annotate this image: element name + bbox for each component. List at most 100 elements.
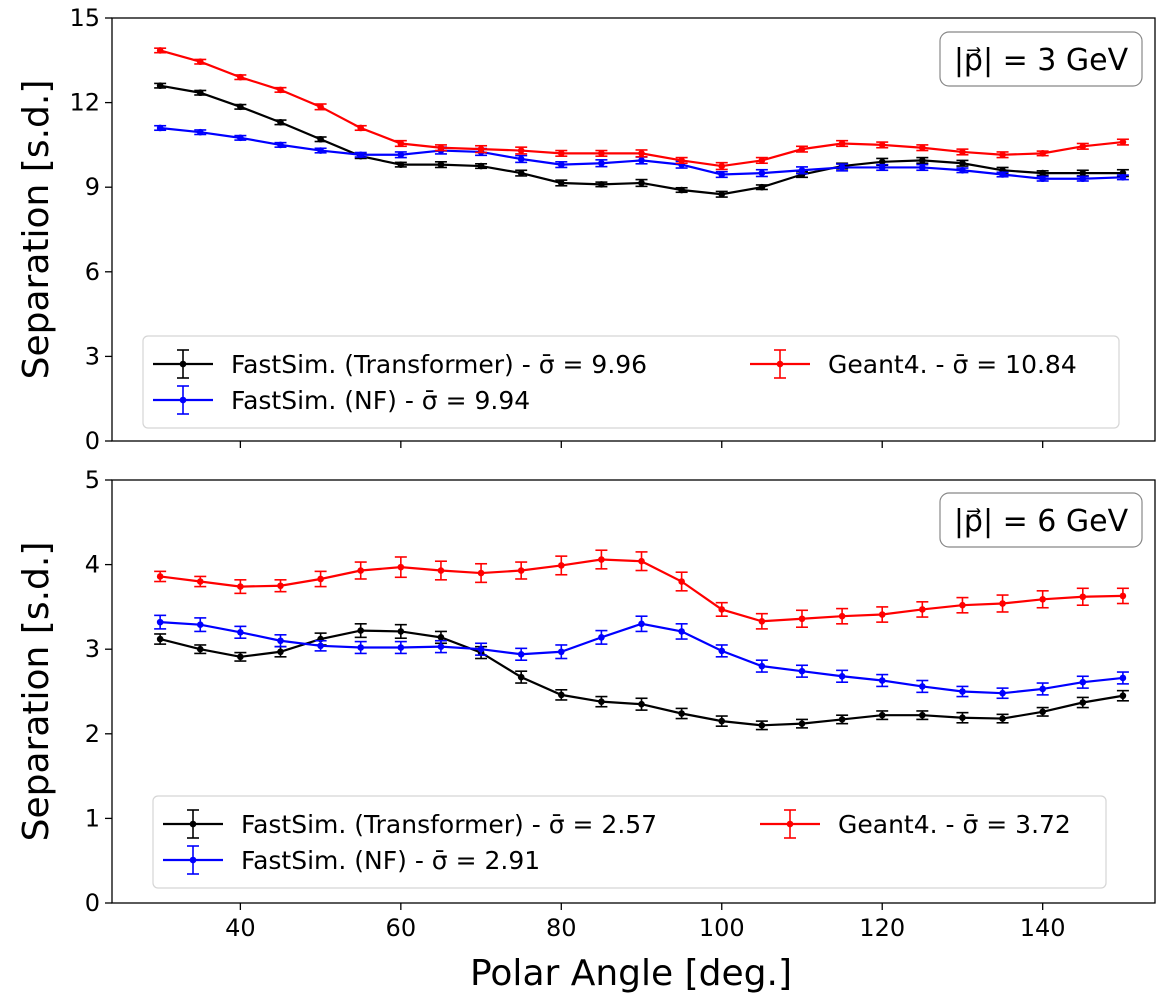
data-point xyxy=(638,179,645,187)
data-point xyxy=(1039,150,1046,157)
data-point xyxy=(357,627,365,634)
x-tick-label: 80 xyxy=(546,914,577,942)
data-point xyxy=(437,634,445,641)
data-point xyxy=(317,103,324,111)
data-point xyxy=(357,151,365,159)
data-point xyxy=(317,642,324,650)
data-point xyxy=(999,715,1006,722)
legend-label: FastSim. (Transformer) - σ̄ = 9.96 xyxy=(231,350,647,379)
data-point xyxy=(919,606,926,613)
data-point xyxy=(718,171,726,178)
data-point xyxy=(156,47,164,54)
data-point xyxy=(237,583,244,590)
data-point xyxy=(638,700,645,708)
data-point xyxy=(237,628,244,636)
data-point xyxy=(878,141,886,149)
data-point xyxy=(477,645,485,653)
data-point xyxy=(878,164,886,171)
legend-marker xyxy=(786,820,794,828)
y-tick-label: 3 xyxy=(85,635,100,663)
data-point xyxy=(1119,138,1127,146)
data-point xyxy=(1079,593,1087,601)
legend-label: FastSim. (Transformer) - σ̄ = 2.57 xyxy=(241,810,657,839)
data-point xyxy=(878,677,886,684)
data-point xyxy=(959,714,966,722)
data-point xyxy=(277,648,284,656)
annotation-box xyxy=(939,492,1143,548)
annotation-text: |p⃗| = 6 GeV xyxy=(954,504,1129,539)
series-line xyxy=(160,621,1124,695)
data-point xyxy=(919,157,926,164)
data-point xyxy=(758,722,766,729)
legend-marker xyxy=(776,360,784,368)
series-1 xyxy=(154,614,1129,700)
y-tick-label: 1 xyxy=(85,804,100,832)
data-point xyxy=(919,711,926,719)
data-point xyxy=(156,573,164,580)
y-tick-label: 15 xyxy=(69,4,100,32)
y-tick-label: 5 xyxy=(85,466,100,494)
legend-entry-1: FastSim. (NF) - σ̄ = 2.91 xyxy=(163,845,540,875)
data-point xyxy=(598,181,605,188)
data-point xyxy=(798,166,806,174)
y-tick-label: 2 xyxy=(85,720,100,748)
x-tick-label: 100 xyxy=(699,914,745,942)
data-point xyxy=(397,563,405,571)
data-point xyxy=(517,155,525,163)
data-point xyxy=(517,673,525,681)
series-0 xyxy=(154,82,1129,198)
data-point xyxy=(397,644,405,651)
data-point xyxy=(959,159,966,167)
data-point xyxy=(517,567,525,574)
data-point xyxy=(1079,678,1087,686)
data-point xyxy=(437,567,445,574)
data-point xyxy=(517,169,525,177)
data-point xyxy=(638,150,645,157)
data-point xyxy=(598,556,605,563)
data-point xyxy=(959,601,966,609)
data-point xyxy=(678,157,685,164)
data-point xyxy=(557,691,565,699)
legend-label: FastSim. (NF) - σ̄ = 9.94 xyxy=(231,386,530,415)
data-point xyxy=(1079,175,1087,183)
data-point xyxy=(999,689,1006,697)
data-point xyxy=(397,151,405,159)
data-point xyxy=(156,618,164,626)
data-point xyxy=(517,147,525,154)
data-point xyxy=(798,145,806,153)
axes-frame xyxy=(111,17,1156,442)
data-point xyxy=(277,119,284,126)
data-point xyxy=(878,158,886,166)
data-point xyxy=(678,628,685,635)
data-point xyxy=(758,617,766,625)
axes-frame xyxy=(111,479,1156,904)
data-point xyxy=(397,140,405,147)
data-point xyxy=(277,86,284,94)
data-point xyxy=(959,688,966,695)
legend-marker xyxy=(179,396,187,404)
data-point xyxy=(798,720,806,727)
data-point xyxy=(196,89,204,97)
data-point xyxy=(878,711,886,719)
data-point xyxy=(557,179,565,187)
y-axis-label: Separation [s.d.] xyxy=(16,542,57,842)
series-2 xyxy=(154,549,1129,630)
data-point xyxy=(196,128,204,136)
data-point xyxy=(437,161,445,168)
data-point xyxy=(237,134,244,142)
data-point xyxy=(638,620,645,628)
data-point xyxy=(156,635,164,643)
data-point xyxy=(718,606,726,613)
data-point xyxy=(1119,592,1127,600)
data-point xyxy=(598,150,605,157)
data-point xyxy=(1079,699,1087,706)
data-point xyxy=(477,569,485,577)
data-point xyxy=(317,575,324,583)
data-point xyxy=(1039,708,1046,716)
data-point xyxy=(959,166,966,174)
data-point xyxy=(237,103,244,111)
y-tick-label: 12 xyxy=(69,89,100,117)
legend-label: FastSim. (NF) - σ̄ = 2.91 xyxy=(241,846,540,875)
data-point xyxy=(598,698,605,705)
